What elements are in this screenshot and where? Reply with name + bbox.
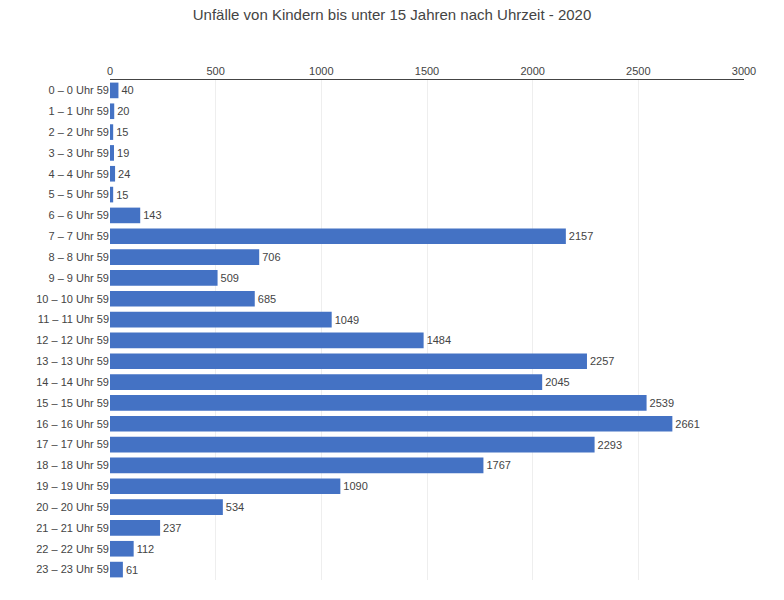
svg-text:1049: 1049 xyxy=(335,314,359,326)
svg-text:534: 534 xyxy=(226,501,244,513)
svg-text:24: 24 xyxy=(118,168,130,180)
svg-text:15 – 15 Uhr 59: 15 – 15 Uhr 59 xyxy=(36,397,109,409)
svg-text:11 – 11 Uhr 59: 11 – 11 Uhr 59 xyxy=(38,313,109,325)
svg-text:509: 509 xyxy=(221,272,239,284)
svg-text:15: 15 xyxy=(116,189,128,201)
svg-text:9 – 9 Uhr 59: 9 – 9 Uhr 59 xyxy=(48,272,109,284)
svg-text:8 – 8 Uhr 59: 8 – 8 Uhr 59 xyxy=(48,251,109,263)
svg-text:2661: 2661 xyxy=(675,418,699,430)
svg-text:19 – 19 Uhr 59: 19 – 19 Uhr 59 xyxy=(36,480,109,492)
svg-text:2 – 2 Uhr 59: 2 – 2 Uhr 59 xyxy=(48,126,109,138)
svg-text:Unfälle von Kindern bis unter: Unfälle von Kindern bis unter 15 Jahren … xyxy=(193,6,592,23)
svg-text:10 – 10 Uhr 59: 10 – 10 Uhr 59 xyxy=(36,293,109,305)
svg-text:2257: 2257 xyxy=(590,355,614,367)
svg-text:143: 143 xyxy=(143,209,161,221)
svg-text:2157: 2157 xyxy=(569,230,593,242)
svg-text:2500: 2500 xyxy=(626,65,650,77)
svg-text:2293: 2293 xyxy=(598,439,622,451)
svg-text:1484: 1484 xyxy=(427,334,451,346)
svg-text:112: 112 xyxy=(137,543,155,555)
svg-text:6 – 6 Uhr 59: 6 – 6 Uhr 59 xyxy=(48,209,109,221)
svg-text:1000: 1000 xyxy=(309,65,333,77)
svg-text:61: 61 xyxy=(126,564,138,576)
svg-text:14 – 14 Uhr 59: 14 – 14 Uhr 59 xyxy=(36,376,109,388)
svg-text:1090: 1090 xyxy=(343,480,367,492)
svg-text:500: 500 xyxy=(206,65,224,77)
svg-text:22 – 22 Uhr 59: 22 – 22 Uhr 59 xyxy=(36,543,109,555)
svg-text:2045: 2045 xyxy=(545,376,569,388)
svg-text:2539: 2539 xyxy=(650,397,674,409)
svg-text:5 – 5 Uhr 59: 5 – 5 Uhr 59 xyxy=(48,188,109,200)
svg-text:18 – 18 Uhr 59: 18 – 18 Uhr 59 xyxy=(36,459,109,471)
svg-text:1 – 1 Uhr 59: 1 – 1 Uhr 59 xyxy=(48,105,109,117)
svg-text:706: 706 xyxy=(262,251,280,263)
svg-text:1767: 1767 xyxy=(486,459,510,471)
svg-text:13 – 13 Uhr 59: 13 – 13 Uhr 59 xyxy=(36,355,109,367)
svg-text:0 – 0 Uhr 59: 0 – 0 Uhr 59 xyxy=(48,84,109,96)
svg-text:40: 40 xyxy=(121,84,133,96)
svg-text:685: 685 xyxy=(258,293,276,305)
svg-text:16 – 16 Uhr 59: 16 – 16 Uhr 59 xyxy=(36,418,109,430)
svg-text:0: 0 xyxy=(107,65,113,77)
svg-text:12 – 12 Uhr 59: 12 – 12 Uhr 59 xyxy=(36,334,109,346)
svg-text:23 – 23 Uhr 59: 23 – 23 Uhr 59 xyxy=(36,563,109,575)
svg-text:3000: 3000 xyxy=(732,65,756,77)
svg-text:20: 20 xyxy=(117,105,129,117)
svg-text:15: 15 xyxy=(116,126,128,138)
svg-text:1500: 1500 xyxy=(415,65,439,77)
svg-text:21 – 21 Uhr 59: 21 – 21 Uhr 59 xyxy=(36,522,109,534)
svg-text:20 – 20 Uhr 59: 20 – 20 Uhr 59 xyxy=(36,501,109,513)
svg-text:237: 237 xyxy=(163,522,181,534)
svg-text:17 – 17 Uhr 59: 17 – 17 Uhr 59 xyxy=(36,438,109,450)
svg-text:2000: 2000 xyxy=(520,65,544,77)
svg-text:7 – 7 Uhr 59: 7 – 7 Uhr 59 xyxy=(48,230,109,242)
svg-text:19: 19 xyxy=(117,147,129,159)
svg-text:3 – 3 Uhr 59: 3 – 3 Uhr 59 xyxy=(48,147,109,159)
svg-text:4 – 4 Uhr 59: 4 – 4 Uhr 59 xyxy=(48,168,109,180)
